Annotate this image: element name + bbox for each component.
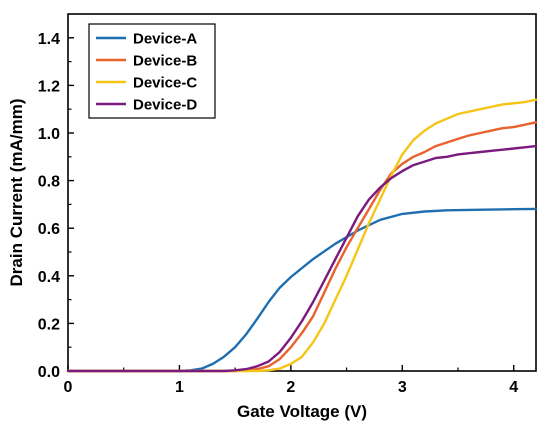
plot-frame [67, 13, 537, 372]
series-layer [66, 98, 538, 373]
x-axis-label: Gate Voltage (V) [237, 402, 367, 421]
legend-label: Device-B [133, 53, 197, 70]
x-tick-label: 3 [398, 379, 407, 396]
legend-label: Device-C [133, 75, 197, 92]
y-tick-label: 0.4 [38, 269, 60, 286]
series-line-device-d [66, 144, 538, 373]
x-tick-label: 4 [509, 379, 518, 396]
y-tick-label: 0.2 [38, 316, 60, 333]
legend-label: Device-D [133, 97, 197, 114]
legend-label: Device-A [133, 31, 197, 48]
x-tick-label: 2 [286, 379, 295, 396]
y-tick-label: 1.4 [38, 31, 60, 48]
legend-box [88, 23, 216, 119]
y-tick-label: 1.2 [38, 78, 60, 95]
y-tick-label: 0.6 [38, 221, 60, 238]
x-tick-label: 1 [175, 379, 184, 396]
y-axis-label: Drain Current (mA/mm) [7, 99, 26, 287]
series-line-device-a [66, 207, 538, 373]
y-axis-ticks: 0.0 0.2 0.4 0.6 0.8 1.0 1.2 1.4 [38, 31, 74, 381]
x-tick-label: 0 [64, 379, 73, 396]
x-axis-ticks: 0 1 2 3 4 [64, 365, 518, 396]
y-tick-label: 0.0 [38, 364, 60, 381]
y-tick-label: 0.8 [38, 174, 60, 191]
legend: Device-A Device-B Device-C Device-D [88, 23, 216, 119]
series-line-device-c [66, 98, 538, 373]
y-tick-label: 1.0 [38, 126, 60, 143]
plot-area [67, 13, 537, 372]
series-line-device-b [66, 121, 538, 373]
